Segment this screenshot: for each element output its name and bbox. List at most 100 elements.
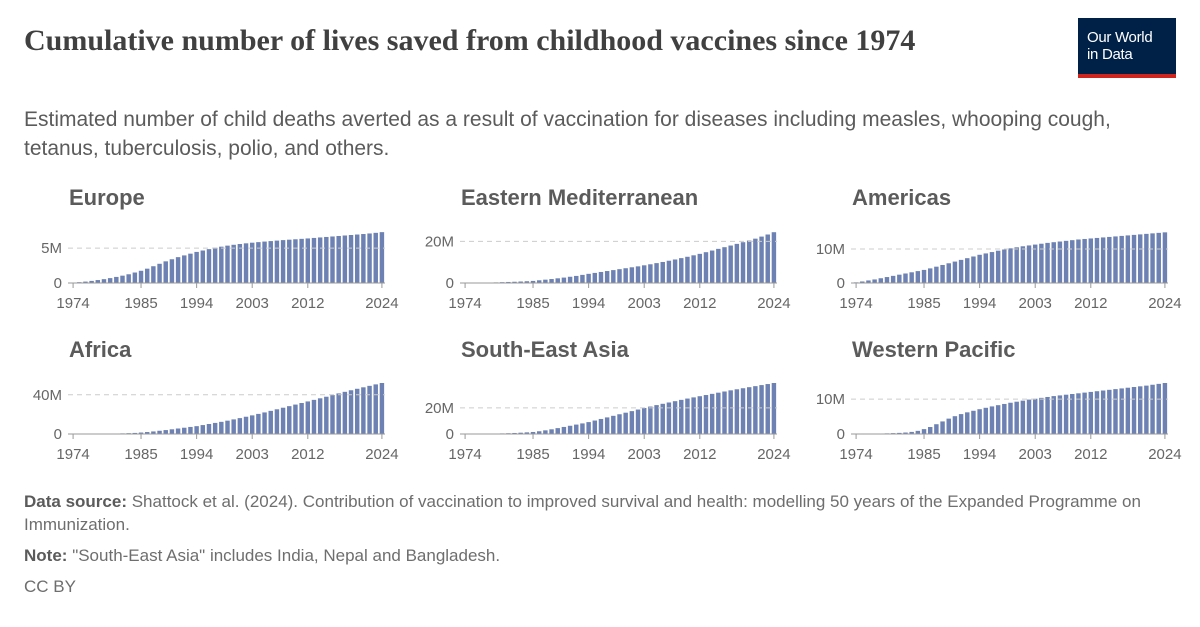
bar (971, 256, 976, 283)
bar (1119, 235, 1124, 283)
bar (249, 242, 255, 283)
bar (860, 281, 865, 283)
bar (623, 412, 628, 434)
bar (586, 422, 591, 434)
bar (287, 239, 292, 283)
x-tick-label: 1994 (963, 295, 996, 312)
bar (672, 401, 678, 434)
bar (354, 234, 360, 283)
bar (1100, 390, 1106, 434)
bar (611, 270, 616, 283)
bar (1131, 234, 1137, 283)
y-tick-label: 0 (54, 426, 62, 443)
bar (262, 412, 267, 434)
bar (995, 250, 1001, 283)
bar (1008, 248, 1013, 283)
bar (697, 253, 703, 283)
y-tick-label: 20M (425, 400, 454, 417)
bar (518, 432, 523, 434)
logo-line: in Data (1087, 46, 1133, 63)
bar (641, 407, 647, 434)
bar (1094, 237, 1100, 283)
bar (237, 244, 243, 283)
logo[interactable]: Our World in Data (1078, 18, 1176, 78)
bar (348, 235, 354, 283)
x-tick-label: 1994 (572, 446, 605, 463)
bar (921, 269, 927, 283)
bar (543, 430, 548, 434)
y-tick-label: 0 (837, 426, 845, 443)
bar (716, 248, 721, 283)
bar (734, 243, 740, 283)
bar (305, 401, 311, 434)
bar (293, 239, 298, 283)
bar (175, 257, 181, 283)
source-row: Data source: Shattock et al. (2024). Con… (24, 490, 1174, 536)
bar (1113, 389, 1118, 434)
bar (379, 232, 385, 283)
x-tick-label: 2003 (1019, 295, 1052, 312)
y-tick-label: 20M (425, 233, 454, 250)
bar (1070, 394, 1075, 434)
bar (200, 250, 206, 283)
x-tick-label: 1974 (448, 446, 481, 463)
bar (940, 421, 945, 434)
bar (1119, 388, 1124, 434)
bar (83, 281, 88, 283)
bar (666, 260, 672, 283)
bar (648, 406, 653, 434)
bar (1125, 387, 1131, 434)
bar (660, 261, 665, 283)
bar (574, 275, 579, 283)
bar (952, 261, 958, 283)
bar (206, 423, 212, 434)
bar (629, 411, 635, 434)
bar (1026, 245, 1032, 283)
bar (1144, 385, 1149, 434)
bar (132, 272, 138, 283)
bar (1002, 403, 1007, 434)
x-tick-label: 2012 (1074, 295, 1107, 312)
bar (132, 432, 138, 434)
x-tick-label: 1974 (56, 446, 89, 463)
bar (219, 421, 224, 434)
bar (348, 390, 354, 434)
bar (672, 259, 678, 283)
bar (311, 399, 317, 434)
x-tick-label: 1994 (180, 446, 213, 463)
x-tick-label: 2024 (757, 446, 790, 463)
bar (728, 390, 733, 434)
bar (983, 407, 989, 434)
bar (965, 258, 970, 283)
bar (512, 432, 517, 434)
bar (330, 236, 335, 283)
bar (555, 278, 560, 283)
bar (1150, 233, 1155, 283)
bar (1020, 246, 1026, 283)
bar (679, 258, 684, 283)
bar (1057, 241, 1063, 283)
bar (354, 388, 360, 434)
bar (206, 249, 212, 283)
bar (1051, 396, 1056, 434)
bar (274, 240, 280, 283)
bar (977, 254, 982, 283)
bar (543, 279, 548, 283)
bar (524, 432, 530, 434)
bar (1137, 234, 1143, 283)
bar (660, 403, 665, 434)
bar (175, 428, 181, 434)
bar (641, 265, 647, 283)
bar (1113, 236, 1118, 283)
note-label: Note: (24, 546, 68, 565)
panel-title: Western Pacific (852, 337, 1015, 362)
bar (592, 420, 598, 434)
bar (685, 256, 690, 283)
note-row: Note: "South-East Asia" includes India, … (24, 544, 1174, 567)
bar (212, 422, 218, 434)
bar (629, 267, 635, 283)
bar (1045, 242, 1050, 283)
bar (574, 424, 579, 434)
y-tick-label: 0 (446, 426, 454, 443)
